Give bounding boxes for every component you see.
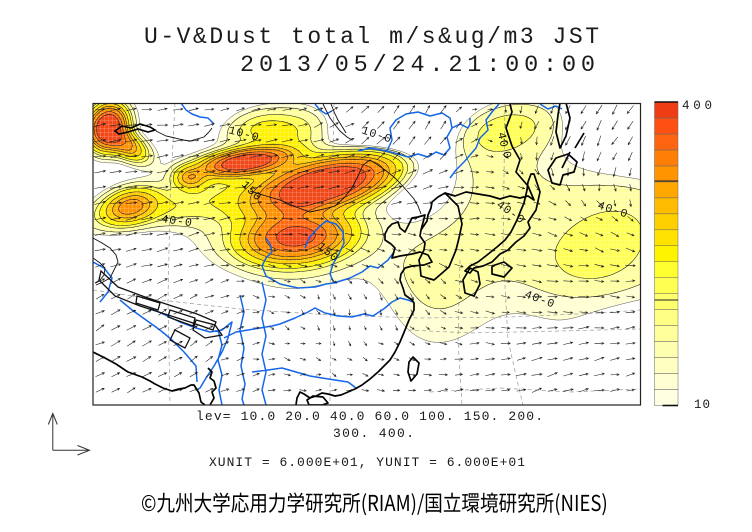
svg-text:10: 10 — [694, 398, 710, 412]
svg-text:300. 400.: 300. 400. — [333, 426, 414, 441]
svg-text:2013/05/24.21:00:00: 2013/05/24.21:00:00 — [240, 52, 595, 79]
svg-text:40: 40 — [494, 131, 510, 149]
svg-text:400: 400 — [682, 99, 712, 113]
svg-text:40-0: 40-0 — [160, 213, 193, 230]
svg-text:lev= 10.0 20.0 40.0 60.0 100.: lev= 10.0 20.0 40.0 60.0 100. 150. 200. — [196, 409, 543, 424]
svg-text:0: 0 — [499, 150, 513, 160]
svg-text:XUNIT = 6.000E+01, YUNIT = 6.0: XUNIT = 6.000E+01, YUNIT = 6.000E+01 — [209, 455, 525, 470]
